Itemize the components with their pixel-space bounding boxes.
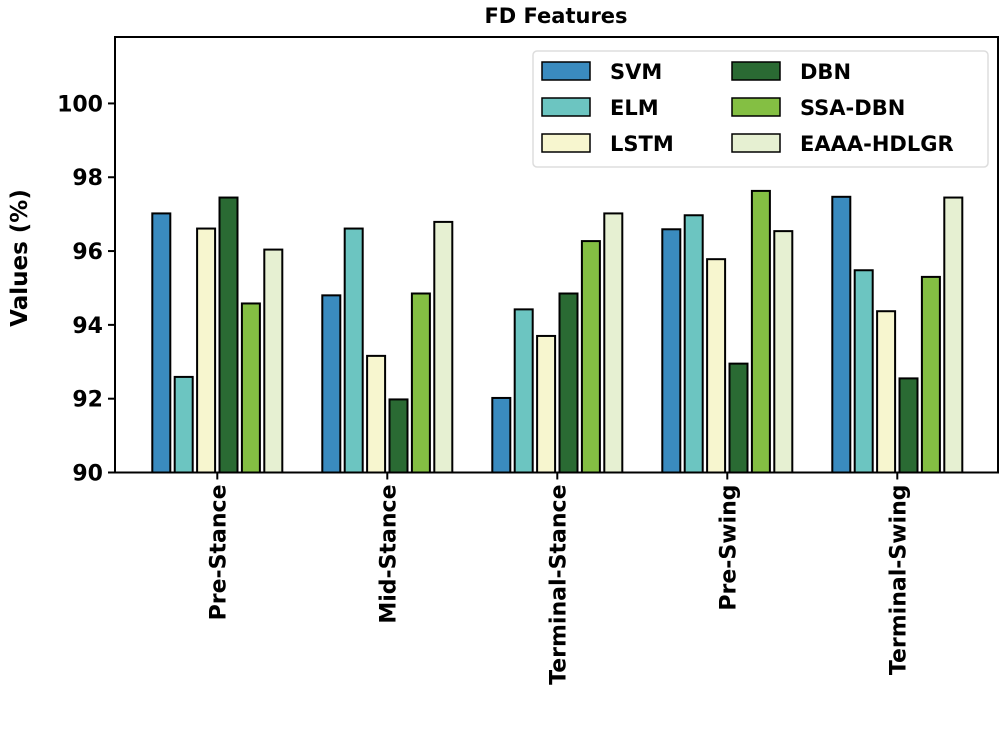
bar-svm-terminal-swing [831,195,852,474]
legend-label-dbn: DBN [800,60,851,84]
x-tick-label: Pre-Swing [716,485,741,611]
legend-swatch-svm [541,61,591,81]
bar-eaaa-hdlgr-pre-stance [263,248,284,474]
y-tick-label: 92 [72,388,103,413]
bar-eaaa-hdlgr-terminal-stance [603,212,624,474]
bar-dbn-terminal-stance [558,292,579,474]
bar-dbn-pre-stance [218,196,239,474]
legend-swatch-dbn [731,61,781,81]
bar-ssa-dbn-terminal-stance [580,240,601,474]
bar-lstm-mid-stance [366,354,387,474]
x-tick-label: Terminal-Swing [886,485,911,676]
y-axis: 90 92 94 96 98 100 [57,92,115,487]
legend-label-ssa-dbn: SSA-DBN [800,96,905,120]
bars-layer [151,189,964,474]
bar-ssa-dbn-pre-swing [750,189,771,474]
legend-label-eaaa-hdlgr: EAAA-HDLGR [800,132,954,156]
y-axis-label: Values (%) [7,189,33,327]
bar-ssa-dbn-terminal-swing [920,275,941,474]
y-tick-label: 98 [72,166,103,191]
y-tick-label: 90 [72,462,103,487]
legend: SVM ELM LSTM DBN SSA-DBN EAAA-HDLGR [532,50,989,168]
bar-eaaa-hdlgr-terminal-swing [943,196,964,474]
x-axis: Pre-Stance Mid-Stance Terminal-Stance Pre-S… [206,472,911,685]
x-tick-label: Mid-Stance [376,485,401,624]
bar-elm-pre-stance [173,375,194,474]
legend-label-lstm: LSTM [610,132,674,156]
bar-ssa-dbn-mid-stance [410,292,431,474]
y-tick-label: 100 [57,92,103,117]
legend-swatch-ssa-dbn [731,97,781,117]
bar-elm-terminal-swing [853,269,874,474]
bar-svm-pre-stance [151,212,172,474]
y-tick-label: 96 [72,240,103,265]
x-tick-label: Pre-Stance [206,485,231,621]
bar-elm-mid-stance [343,227,364,474]
legend-swatch-elm [541,97,591,117]
bar-lstm-terminal-stance [536,334,557,474]
bar-dbn-pre-swing [728,362,749,474]
bar-eaaa-hdlgr-mid-stance [433,220,454,474]
bar-elm-pre-swing [683,214,704,474]
bar-ssa-dbn-pre-stance [240,302,261,474]
legend-label-elm: ELM [610,96,659,120]
legend-swatch-lstm [541,133,591,153]
bar-dbn-mid-stance [388,398,409,474]
bar-lstm-terminal-swing [876,310,897,474]
bar-lstm-pre-stance [196,227,217,474]
legend-swatch-eaaa-hdlgr [731,133,781,153]
bar-eaaa-hdlgr-pre-swing [773,230,794,474]
bar-lstm-pre-swing [706,258,727,474]
bar-svm-mid-stance [321,294,342,474]
bar-svm-pre-swing [661,228,682,474]
x-tick-label: Terminal-Stance [546,485,571,685]
chart-title: FD Features [484,4,627,28]
y-tick-label: 94 [72,314,103,339]
bar-dbn-terminal-swing [898,377,919,474]
legend-label-svm: SVM [610,60,662,84]
bar-elm-terminal-stance [513,308,534,474]
bar-svm-terminal-stance [491,396,512,474]
